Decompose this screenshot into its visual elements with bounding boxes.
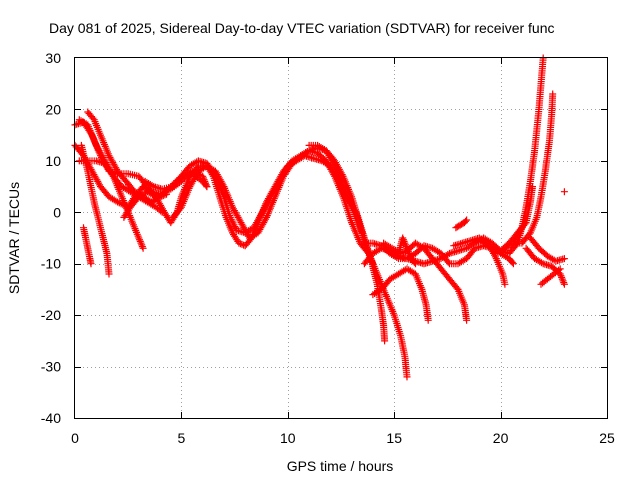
data-point [105,270,113,278]
data-point [158,191,166,199]
data-series-arc-14 [380,239,471,324]
y-tick-label: -10 [41,256,61,272]
data-point [235,239,243,247]
data-point [509,260,517,268]
data-point [560,255,568,263]
data-point [400,237,408,245]
data-series-arc-20 [501,54,547,252]
y-tick-label: -30 [41,359,61,375]
data-series-arc-21 [509,90,557,247]
data-point [138,243,146,251]
data-point [399,236,407,244]
y-tick-label: -20 [41,307,61,323]
data-point [403,244,411,252]
data-point [463,216,471,224]
data-point [303,148,311,156]
data-point [404,248,412,256]
data-point [444,251,452,258]
data-point [560,279,568,287]
data-point [203,183,211,191]
x-tick-label: 20 [493,430,509,446]
data-series-arc-15 [369,265,432,324]
data-series-arc-16 [395,234,419,268]
data-point [399,234,407,242]
data-point [410,258,418,266]
y-tick-labels: -40 -30 -20 -10 0 10 20 30 [41,50,61,426]
data-point [558,273,566,281]
data-point [559,277,567,285]
data-point [508,258,516,266]
data-series-arc-19 [452,216,471,232]
data-point [560,280,568,288]
data-point [501,280,509,288]
data-point [517,225,525,233]
data-point [114,198,122,206]
x-tick-label: 0 [71,430,79,446]
x-tick-label: 5 [178,430,186,446]
data-point [424,316,432,324]
data-point [262,215,270,223]
y-tick-label: 10 [45,153,61,169]
x-tick-label: 10 [280,430,296,446]
data-marks [71,54,568,381]
plot-frame [74,57,608,419]
data-point [338,171,346,179]
data-point [219,181,227,189]
data-point [87,260,95,268]
data-series-arc-4 [84,108,211,206]
data-series-arc-5 [75,157,147,252]
y-tick-label: 30 [45,50,61,66]
x-tick-label: 25 [599,430,615,446]
y-tick-label: 0 [53,204,61,220]
data-series-arc-6 [77,141,113,278]
data-point [560,188,568,196]
data-point [136,237,144,245]
chart-title: Day 081 of 2025, Sidereal Day-to-day VTE… [49,20,555,36]
data-point [136,236,143,244]
data-point [403,373,411,381]
x-axis-label: GPS time / hours [287,458,394,474]
data-point [139,244,147,252]
data-point [549,90,557,98]
data-point [404,246,412,254]
y-tick-label: -40 [41,410,61,426]
data-point [381,337,389,345]
data-point [556,265,564,273]
data-series-arc-25 [560,188,568,196]
data-series-arc-24 [537,265,564,288]
data-point [402,243,410,251]
x-tick-label: 15 [386,430,402,446]
data-point [148,182,156,189]
data-point [557,272,565,280]
x-tick-labels: 0 5 10 15 20 25 [71,430,615,446]
data-point [138,241,146,249]
data-point [555,266,563,274]
data-series-arc-18 [480,239,517,268]
data-series-arc-7 [80,224,95,268]
data-point [135,234,143,242]
data-point [462,217,469,225]
data-point [405,249,413,257]
data-point [538,259,545,267]
data-series-arc-23 [526,234,568,265]
data-point [491,253,499,261]
y-axis-label: SDTVAR / TECUs [6,182,22,294]
y-tick-label: 20 [45,101,61,117]
data-point [402,241,409,249]
data-point [202,181,210,189]
data-point [444,258,452,266]
data-point [412,260,419,268]
data-point [463,316,471,324]
